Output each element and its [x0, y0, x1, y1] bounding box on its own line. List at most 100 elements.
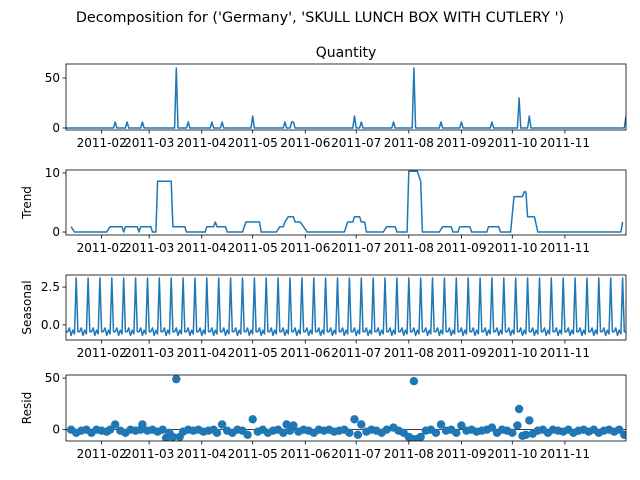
x-tick-label-seasonal: 2011-07: [331, 346, 381, 360]
resid-point: [105, 425, 115, 434]
axes-frame-observed: [65, 63, 627, 131]
plot-area-seasonal: [66, 277, 626, 337]
x-tick-label-trend: 2011-08: [384, 241, 434, 255]
resid-point: [487, 423, 497, 432]
plot-area-resid: [66, 375, 626, 441]
resid-point: [212, 428, 222, 437]
series-line-observed: [66, 67, 626, 129]
resid-point: [508, 428, 517, 437]
resid-point: [158, 425, 167, 434]
plot-area-observed: [66, 67, 626, 129]
resid-point: [436, 420, 446, 429]
x-tick-label-resid: 2011-07: [331, 447, 381, 461]
x-tick-label-trend: 2011-10: [487, 241, 537, 255]
y-tick-label-observed: 50: [45, 71, 60, 85]
x-tick-label-seasonal: 2011-06: [280, 346, 330, 360]
resid-point: [452, 428, 461, 437]
axes-frame-resid: [65, 374, 627, 442]
x-tick-label-resid: 2011-05: [228, 447, 278, 461]
axes-frame-seasonal: [65, 274, 627, 341]
x-tick-label-observed: 2011-02: [77, 136, 127, 150]
resid-point: [615, 425, 624, 434]
y-tick-label-seasonal: 0.0: [41, 318, 60, 332]
x-tick-label-seasonal: 2011-11: [540, 346, 590, 360]
x-tick-label-observed: 2011-07: [331, 136, 381, 150]
resid-point: [217, 420, 227, 429]
x-tick-label-observed: 2011-11: [540, 136, 590, 150]
series-line-trend: [70, 170, 624, 233]
y-tick-label-resid: 50: [45, 371, 60, 385]
y-tick-label-seasonal: 2.5: [41, 280, 60, 294]
x-tick-label-seasonal: 2011-02: [77, 346, 127, 360]
x-tick-label-observed: 2011-05: [228, 136, 278, 150]
x-tick-label-observed: 2011-09: [436, 136, 486, 150]
resid-point: [172, 375, 181, 384]
resid-point: [243, 430, 252, 439]
resid-point: [248, 415, 257, 424]
panel-title-observed: Quantity: [316, 45, 377, 61]
resid-point: [357, 420, 366, 429]
x-tick-label-observed: 2011-04: [177, 136, 227, 150]
resid-point: [279, 428, 288, 437]
x-tick-label-seasonal: 2011-04: [177, 346, 227, 360]
resid-point: [416, 432, 425, 441]
resid-point: [525, 416, 534, 425]
x-tick-label-resid: 2011-04: [177, 447, 227, 461]
x-tick-label-seasonal: 2011-08: [384, 346, 434, 360]
x-tick-label-observed: 2011-03: [124, 136, 174, 150]
figure-suptitle: Decomposition for ('Germany', 'SKULL LUN…: [76, 10, 564, 26]
x-tick-label-seasonal: 2011-09: [436, 346, 486, 360]
resid-point: [431, 428, 441, 437]
resid-point: [168, 432, 178, 441]
resid-point: [457, 421, 466, 430]
x-tick-label-seasonal: 2011-10: [487, 346, 537, 360]
x-tick-label-resid: 2011-09: [436, 447, 486, 461]
x-tick-label-resid: 2011-06: [280, 447, 330, 461]
resid-point: [289, 421, 298, 430]
x-tick-label-observed: 2011-06: [280, 136, 330, 150]
y-axis-label-resid: Resid: [20, 392, 34, 424]
resid-point: [111, 420, 120, 429]
x-tick-label-seasonal: 2011-05: [228, 346, 278, 360]
resid-point: [138, 420, 147, 429]
x-tick-label-trend: 2011-05: [228, 241, 278, 255]
x-tick-label-trend: 2011-02: [77, 241, 127, 255]
resid-point: [382, 425, 391, 434]
x-tick-label-trend: 2011-04: [177, 241, 227, 255]
x-tick-label-resid: 2011-10: [487, 447, 537, 461]
x-tick-label-trend: 2011-11: [540, 241, 590, 255]
x-tick-label-resid: 2011-02: [77, 447, 127, 461]
x-tick-label-resid: 2011-08: [384, 447, 434, 461]
y-tick-label-observed: 0: [52, 121, 60, 135]
resid-point: [513, 421, 522, 430]
resid-point: [282, 420, 291, 429]
resid-point: [409, 377, 419, 386]
axes-frame-trend: [65, 169, 627, 236]
resid-point: [350, 415, 359, 424]
x-tick-label-observed: 2011-08: [384, 136, 434, 150]
series-line-seasonal: [66, 277, 626, 337]
y-tick-label-trend: 0: [52, 225, 60, 239]
x-tick-label-observed: 2011-10: [487, 136, 537, 150]
resid-point: [620, 430, 626, 439]
resid-point: [521, 430, 531, 439]
x-tick-label-resid: 2011-03: [124, 447, 174, 461]
resid-point: [345, 428, 354, 437]
y-tick-label-trend: 10: [45, 166, 60, 180]
x-tick-label-trend: 2011-07: [331, 241, 381, 255]
y-axis-label-trend: Trend: [20, 186, 34, 220]
x-tick-label-resid: 2011-11: [540, 447, 590, 461]
x-tick-label-trend: 2011-06: [280, 241, 330, 255]
x-tick-label-trend: 2011-09: [436, 241, 486, 255]
resid-point: [353, 430, 363, 439]
y-tick-label-resid: 0: [52, 423, 60, 437]
x-tick-label-trend: 2011-03: [124, 241, 174, 255]
resid-point: [514, 404, 524, 414]
